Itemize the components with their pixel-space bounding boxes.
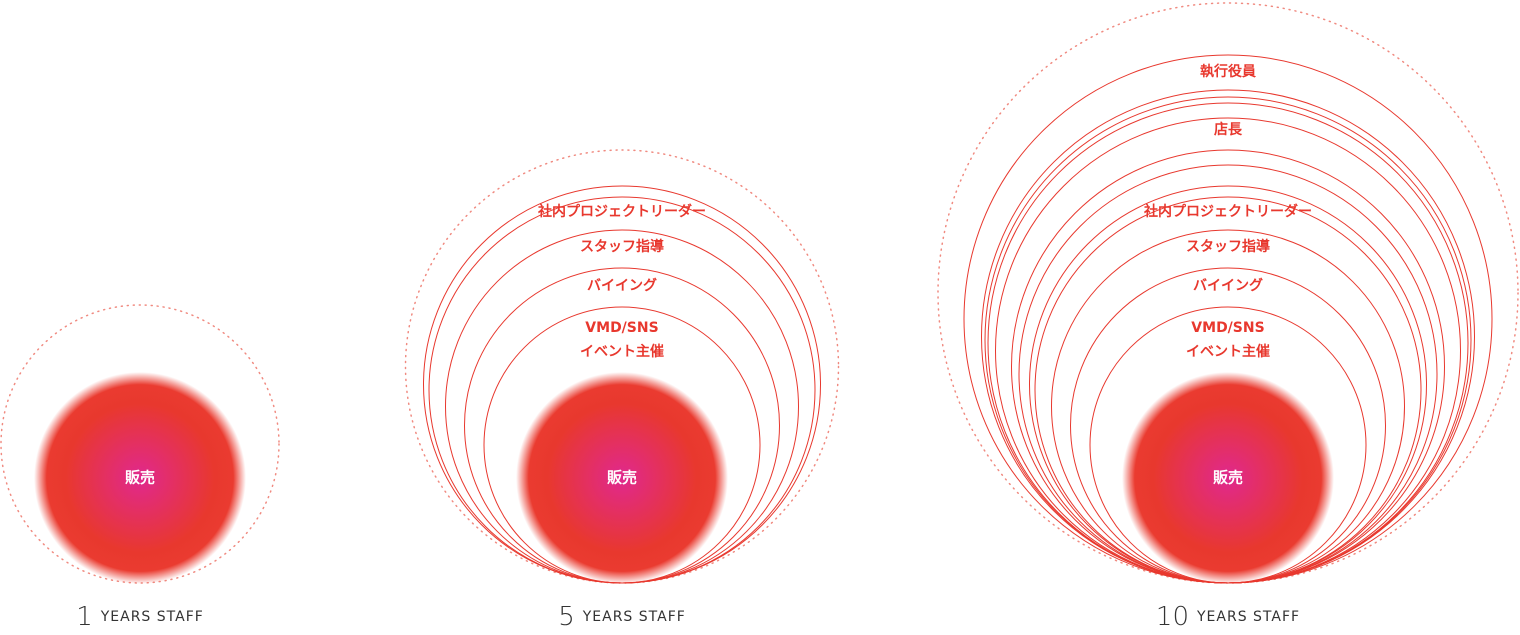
role-label: スタッフ指導 bbox=[1186, 238, 1270, 255]
outer-dotted-ring bbox=[0, 304, 280, 584]
core-label: 販売 bbox=[125, 469, 155, 487]
years-unit: YEARS STAFF bbox=[100, 609, 204, 625]
years-label: 5 YEARS STAFF bbox=[558, 602, 686, 632]
years-number: 5 bbox=[558, 602, 575, 632]
years-label: 10 YEARS STAFF bbox=[1156, 602, 1300, 632]
core-blob bbox=[516, 372, 728, 584]
role-label: イベント主催 bbox=[1186, 343, 1270, 360]
role-label: スタッフ指導 bbox=[580, 238, 664, 255]
years-unit: YEARS STAFF bbox=[582, 609, 686, 625]
role-label: バイイング bbox=[587, 277, 657, 294]
career-group: 販売 1 YEARS STAFF bbox=[0, 304, 280, 632]
role-label: バイイング bbox=[1193, 277, 1263, 294]
role-label: VMD/SNS bbox=[1191, 320, 1264, 336]
years-number: 10 bbox=[1156, 602, 1189, 632]
role-label: 店長 bbox=[1214, 121, 1243, 138]
role-label: 執行役員 bbox=[1200, 63, 1256, 80]
core-label: 販売 bbox=[1213, 469, 1243, 487]
outer-dotted-ring bbox=[404, 149, 840, 584]
core-label: 販売 bbox=[607, 469, 637, 487]
years-number: 1 bbox=[76, 602, 93, 632]
core-blob bbox=[34, 372, 246, 584]
core-blob bbox=[1122, 372, 1334, 584]
role-label: イベント主催 bbox=[580, 343, 664, 360]
role-label: 社内プロジェクトリーダー bbox=[1143, 203, 1312, 220]
years-unit: YEARS STAFF bbox=[1196, 609, 1300, 625]
role-label: 社内プロジェクトリーダー bbox=[537, 203, 706, 220]
years-label: 1 YEARS STAFF bbox=[76, 602, 204, 632]
role-label: VMD/SNS bbox=[585, 320, 658, 336]
